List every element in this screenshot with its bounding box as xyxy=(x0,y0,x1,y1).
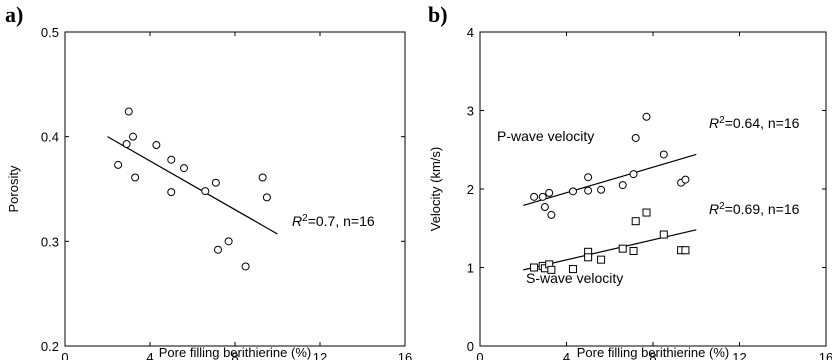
x-tick-label-a: 8 xyxy=(231,350,238,360)
panel-label-a: a) xyxy=(5,2,23,27)
plot-frame-b xyxy=(479,31,827,347)
data-point-circle-b xyxy=(584,186,593,195)
x-tick-label-a: 16 xyxy=(398,350,412,360)
data-point-circle-a xyxy=(241,262,250,271)
r-squared-annotation-a-0: R2=0.7, n=16 xyxy=(292,213,375,230)
x-tick-label-b: 8 xyxy=(649,350,656,360)
y-tick-label-b: 4 xyxy=(467,25,474,40)
data-point-square-b xyxy=(547,265,556,274)
x-axis-label-b: Pore filling berithierine (%) xyxy=(577,345,729,360)
data-point-circle-a xyxy=(167,188,176,197)
data-point-square-b xyxy=(618,244,627,253)
data-point-square-b xyxy=(659,230,668,239)
x-tick-label-b: 12 xyxy=(732,350,746,360)
data-point-square-b xyxy=(568,265,577,274)
r-squared-annotation-b-0: R2=0.64, n=16 xyxy=(709,115,800,132)
data-point-circle-a xyxy=(224,237,233,246)
data-point-square-b xyxy=(631,217,640,226)
data-point-circle-a xyxy=(114,160,123,169)
y-tick-label-b: 2 xyxy=(467,182,474,197)
x-tick-label-b: 0 xyxy=(476,350,483,360)
y-tick-label-b: 0 xyxy=(467,339,474,354)
data-point-circle-a xyxy=(180,164,188,173)
data-point-circle-b xyxy=(642,112,651,121)
fit-line-a-0 xyxy=(107,136,278,235)
data-point-circle-b xyxy=(631,133,640,142)
y-tick-label-a: 0.3 xyxy=(41,234,59,249)
y-tick-label-b: 3 xyxy=(467,104,474,119)
data-point-circle-b xyxy=(597,185,606,194)
data-point-circle-b xyxy=(545,188,554,197)
data-point-circle-a xyxy=(258,173,267,182)
data-point-circle-b xyxy=(659,150,668,159)
y-tick-label-b: 1 xyxy=(467,261,474,276)
data-point-circle-a xyxy=(129,132,137,141)
data-point-circle-a xyxy=(131,173,140,182)
panel-label-b: b) xyxy=(428,2,448,27)
x-axis-label-a: Pore filling berithierine (%) xyxy=(159,345,311,360)
fit-line-b-0 xyxy=(523,153,697,207)
data-point-circle-a xyxy=(201,187,210,196)
data-point-square-b xyxy=(530,263,539,272)
y-axis-label-a: Porosity xyxy=(6,165,21,212)
data-point-square-b xyxy=(629,247,638,256)
data-point-circle-a xyxy=(122,139,131,148)
series-label-b-1: S-wave velocity xyxy=(526,270,623,286)
x-tick-label-b: 16 xyxy=(819,350,832,360)
x-tick-label-b: 4 xyxy=(563,350,570,360)
data-point-square-b xyxy=(642,208,651,217)
r-squared-annotation-b-1: R2=0.69, n=16 xyxy=(709,201,800,218)
data-point-circle-b xyxy=(629,170,638,179)
y-tick-label-a: 0.5 xyxy=(41,25,59,40)
data-point-circle-b xyxy=(538,192,547,201)
data-point-circle-a xyxy=(214,245,222,254)
series-label-b-0: P-wave velocity xyxy=(497,128,594,144)
y-tick-label-a: 0.4 xyxy=(41,130,59,145)
data-point-square-b xyxy=(584,253,593,262)
data-point-circle-a xyxy=(167,155,176,164)
data-point-circle-a xyxy=(124,107,133,116)
data-point-circle-b xyxy=(547,210,556,219)
data-point-circle-b xyxy=(584,173,593,182)
data-point-circle-a xyxy=(211,178,220,187)
panel-a: 0 4 8 12 16 0.2 0.3 0.4 0.5 Pore filling berithie… xyxy=(5,2,412,360)
data-point-circle-b xyxy=(568,187,577,196)
data-point-circle-b xyxy=(530,192,539,201)
y-axis-label-b: Velocity (km/s) xyxy=(428,147,443,232)
data-point-circle-a xyxy=(152,141,161,150)
data-point-circle-b xyxy=(681,175,690,184)
data-point-circle-a xyxy=(262,193,271,202)
data-point-square-b xyxy=(597,255,606,264)
data-point-square-b xyxy=(681,246,690,255)
data-point-circle-b xyxy=(540,203,549,212)
data-point-circle-b xyxy=(618,181,627,190)
plot-frame-a xyxy=(64,31,406,347)
y-tick-label-a: 0.2 xyxy=(41,339,59,354)
x-tick-label-a: 12 xyxy=(313,350,327,360)
x-tick-label-a: 0 xyxy=(61,350,68,360)
x-tick-label-a: 4 xyxy=(146,350,153,360)
